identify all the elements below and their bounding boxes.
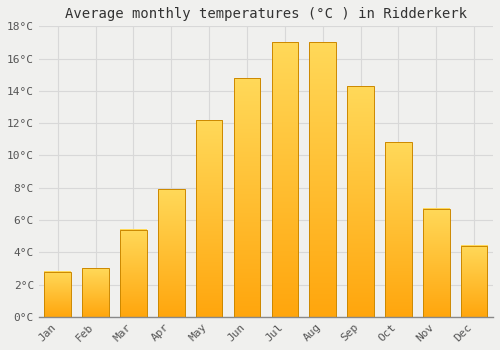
Title: Average monthly temperatures (°C ) in Ridderkerk: Average monthly temperatures (°C ) in Ri… [65,7,467,21]
